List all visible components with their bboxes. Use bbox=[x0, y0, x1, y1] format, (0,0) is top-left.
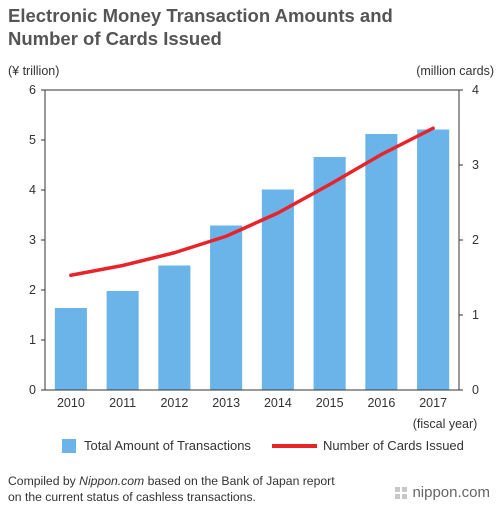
x-tick-label-2017: 2017 bbox=[419, 396, 447, 410]
chart-title-line-1: Electronic Money Transaction Amounts and bbox=[8, 5, 393, 26]
left-axis-tick-label: 6 bbox=[29, 83, 36, 97]
bars-layer bbox=[54, 129, 450, 390]
axis-layer: 0 1 2 3 4 5 6 0 1 2 3 4 2010 2011 2012 2013 2014 2015 2016… bbox=[29, 83, 479, 410]
bar-2016 bbox=[365, 134, 398, 390]
left-axis-tick-label: 2 bbox=[29, 283, 36, 297]
x-tick-label-2010: 2010 bbox=[57, 396, 85, 410]
x-axis-label: (fiscal year) bbox=[413, 417, 478, 431]
right-axis-tick-label: 2 bbox=[472, 233, 479, 247]
x-tick-label-2014: 2014 bbox=[264, 396, 292, 410]
legend-line-swatch bbox=[272, 443, 317, 448]
chart-title-line-2: Number of Cards Issued bbox=[8, 28, 222, 49]
left-axis-tick-label: 1 bbox=[29, 333, 36, 347]
source-suffix: based on the Bank of Japan report bbox=[144, 474, 335, 488]
nippon-logo: nippon.com bbox=[394, 484, 490, 501]
right-axis-tick-label: 0 bbox=[472, 383, 479, 397]
x-tick-label-2012: 2012 bbox=[160, 396, 188, 410]
bar-2013 bbox=[210, 225, 243, 390]
line-layer bbox=[69, 126, 435, 277]
x-tick-label-2015: 2015 bbox=[316, 396, 344, 410]
legend: Total Amount of Transactions Number of C… bbox=[62, 438, 492, 456]
cards-issued-line bbox=[69, 126, 435, 277]
right-axis-tick-label: 4 bbox=[472, 83, 479, 97]
x-tick-label-2016: 2016 bbox=[367, 396, 395, 410]
bar-2010 bbox=[54, 308, 87, 390]
bar-2015 bbox=[313, 157, 346, 390]
source-line-2: on the current status of cashless transa… bbox=[8, 490, 256, 504]
source-note: Compiled by Nippon.com based on the Bank… bbox=[8, 473, 378, 505]
left-axis-tick-label: 4 bbox=[29, 183, 36, 197]
combo-chart: (¥ trillion) (million cards) 0 1 2 3 4 5 6 0 1 2 3… bbox=[8, 64, 494, 431]
legend-item-line: Number of Cards Issued bbox=[272, 438, 464, 453]
x-tick-label-2011: 2011 bbox=[109, 396, 136, 410]
left-axis-tick-label: 5 bbox=[29, 133, 36, 147]
source-site: Nippon.com bbox=[79, 474, 145, 488]
legend-bar-swatch bbox=[62, 438, 76, 453]
bar-2011 bbox=[106, 291, 139, 390]
nippon-logo-icon bbox=[395, 486, 408, 499]
right-axis-tick-label: 3 bbox=[472, 158, 479, 172]
legend-bar-label: Total Amount of Transactions bbox=[84, 438, 251, 453]
left-axis-tick-label: 0 bbox=[29, 383, 36, 397]
right-axis-tick-label: 1 bbox=[472, 308, 479, 322]
legend-item-bars: Total Amount of Transactions bbox=[62, 438, 251, 453]
x-tick-label-2013: 2013 bbox=[212, 396, 240, 410]
bar-2012 bbox=[158, 265, 191, 390]
source-prefix: Compiled by bbox=[8, 474, 80, 488]
legend-line-label: Number of Cards Issued bbox=[323, 438, 464, 453]
right-axis-label: (million cards) bbox=[416, 64, 494, 78]
chart-title: Electronic Money Transaction Amounts and… bbox=[8, 4, 488, 50]
left-axis-tick-label: 3 bbox=[29, 233, 36, 247]
bar-2017 bbox=[417, 129, 450, 390]
bar-2014 bbox=[261, 189, 294, 390]
logo-text: nippon.com bbox=[412, 484, 490, 501]
left-axis-label: (¥ trillion) bbox=[8, 64, 59, 78]
